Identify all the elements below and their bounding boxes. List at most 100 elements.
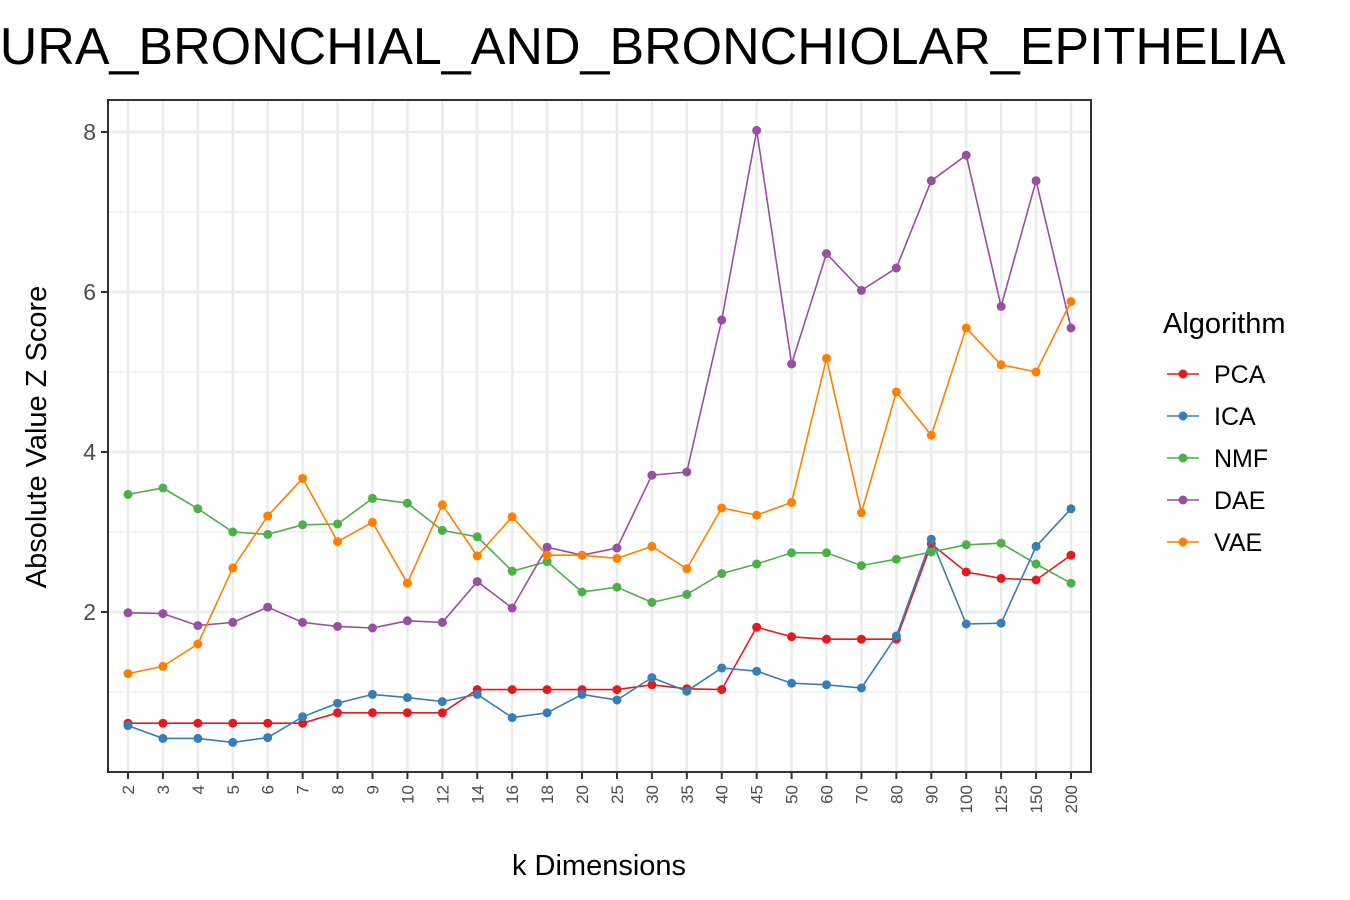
y-tick-label: 2 bbox=[83, 599, 96, 625]
legend-label: ICA bbox=[1214, 403, 1256, 431]
data-point-dae bbox=[402, 616, 412, 626]
data-point-vae bbox=[263, 511, 273, 521]
x-tick-label: 30 bbox=[643, 785, 662, 804]
data-point-ica bbox=[367, 689, 377, 699]
data-point-ica bbox=[752, 666, 762, 676]
data-point-ica bbox=[717, 663, 727, 673]
data-point-dae bbox=[1031, 176, 1041, 186]
data-point-nmf bbox=[333, 519, 343, 529]
data-point-vae bbox=[158, 661, 168, 671]
data-point-ica bbox=[507, 713, 517, 723]
data-point-vae bbox=[612, 553, 622, 563]
x-tick-label: 80 bbox=[887, 785, 906, 804]
series-layer bbox=[123, 125, 1076, 747]
series-line-vae bbox=[127, 301, 1072, 675]
data-point-nmf bbox=[926, 547, 936, 557]
data-point-pca bbox=[612, 685, 622, 695]
data-point-pca bbox=[437, 708, 447, 718]
data-point-vae bbox=[996, 360, 1006, 370]
data-point-ica bbox=[402, 693, 412, 703]
data-point-ica bbox=[612, 695, 622, 705]
data-point-pca bbox=[333, 708, 343, 718]
x-tick-label: 25 bbox=[608, 785, 627, 804]
data-point-ica bbox=[228, 737, 238, 747]
data-point-dae bbox=[333, 621, 343, 631]
x-tick-label: 90 bbox=[922, 785, 941, 804]
y-axis-title: Absolute Value Z Score bbox=[21, 286, 53, 589]
data-point-nmf bbox=[961, 540, 971, 550]
data-point-vae bbox=[1066, 297, 1076, 307]
data-point-vae bbox=[1031, 367, 1041, 377]
data-point-vae bbox=[402, 578, 412, 588]
data-point-nmf bbox=[891, 554, 901, 564]
legend-key-point bbox=[1178, 369, 1188, 379]
data-point-dae bbox=[263, 602, 273, 612]
data-point-nmf bbox=[1066, 578, 1076, 588]
x-tick-label: 14 bbox=[468, 785, 487, 804]
x-tick-label: 60 bbox=[818, 785, 837, 804]
data-point-pca bbox=[1066, 550, 1076, 560]
data-point-vae bbox=[123, 669, 133, 679]
x-tick-label: 18 bbox=[538, 785, 557, 804]
data-point-pca bbox=[263, 718, 273, 728]
data-point-dae bbox=[158, 609, 168, 619]
data-point-dae bbox=[123, 608, 133, 618]
data-point-vae bbox=[298, 473, 308, 483]
data-point-ica bbox=[856, 683, 866, 693]
data-point-nmf bbox=[367, 493, 377, 503]
data-point-pca bbox=[787, 632, 797, 642]
legend-item-vae: VAE bbox=[1167, 529, 1262, 557]
data-point-nmf bbox=[822, 548, 832, 558]
legend-title: Algorithm bbox=[1163, 308, 1286, 340]
data-point-ica bbox=[926, 534, 936, 544]
data-point-pca bbox=[822, 634, 832, 644]
legend-label: VAE bbox=[1214, 529, 1262, 557]
data-point-nmf bbox=[542, 557, 552, 567]
data-point-dae bbox=[193, 621, 203, 631]
data-point-ica bbox=[1031, 541, 1041, 551]
series-line-ica bbox=[127, 508, 1072, 744]
data-point-nmf bbox=[123, 489, 133, 499]
data-point-ica bbox=[1066, 504, 1076, 514]
x-tick-label: 40 bbox=[713, 785, 732, 804]
data-point-vae bbox=[507, 512, 517, 522]
data-point-pca bbox=[961, 567, 971, 577]
data-point-ica bbox=[961, 619, 971, 629]
data-point-vae bbox=[717, 503, 727, 513]
data-point-dae bbox=[717, 315, 727, 325]
chart-title: MURA_BRONCHIAL_AND_BRONCHIOLAR_EPITHELIA bbox=[0, 18, 1286, 76]
data-point-dae bbox=[612, 543, 622, 553]
data-point-dae bbox=[647, 470, 657, 480]
legend-key-point bbox=[1178, 495, 1188, 505]
x-axis-title: k Dimensions bbox=[512, 850, 686, 882]
data-point-vae bbox=[961, 323, 971, 333]
y-tick-label: 4 bbox=[83, 439, 96, 465]
data-point-vae bbox=[752, 510, 762, 520]
legend-label: DAE bbox=[1214, 487, 1265, 515]
x-tick-label: 200 bbox=[1062, 785, 1081, 813]
x-tick-label: 6 bbox=[259, 785, 278, 794]
data-point-dae bbox=[682, 467, 692, 477]
data-point-pca bbox=[1031, 575, 1041, 585]
legend-label: PCA bbox=[1214, 361, 1266, 389]
data-point-vae bbox=[891, 387, 901, 397]
x-tick-label: 10 bbox=[398, 785, 417, 804]
data-point-vae bbox=[228, 563, 238, 573]
data-point-dae bbox=[926, 176, 936, 186]
data-point-vae bbox=[437, 500, 447, 510]
series-dae bbox=[123, 125, 1076, 633]
series-line-nmf bbox=[127, 487, 1072, 604]
data-point-dae bbox=[1066, 323, 1076, 333]
data-point-nmf bbox=[717, 569, 727, 579]
data-point-ica bbox=[123, 721, 133, 731]
data-point-pca bbox=[158, 718, 168, 728]
x-tick-label: 12 bbox=[433, 785, 452, 804]
data-point-dae bbox=[787, 359, 797, 369]
data-point-pca bbox=[717, 685, 727, 695]
x-tick-label: 2 bbox=[119, 785, 138, 794]
data-point-dae bbox=[507, 603, 517, 613]
data-point-nmf bbox=[437, 525, 447, 535]
data-point-ica bbox=[193, 733, 203, 743]
